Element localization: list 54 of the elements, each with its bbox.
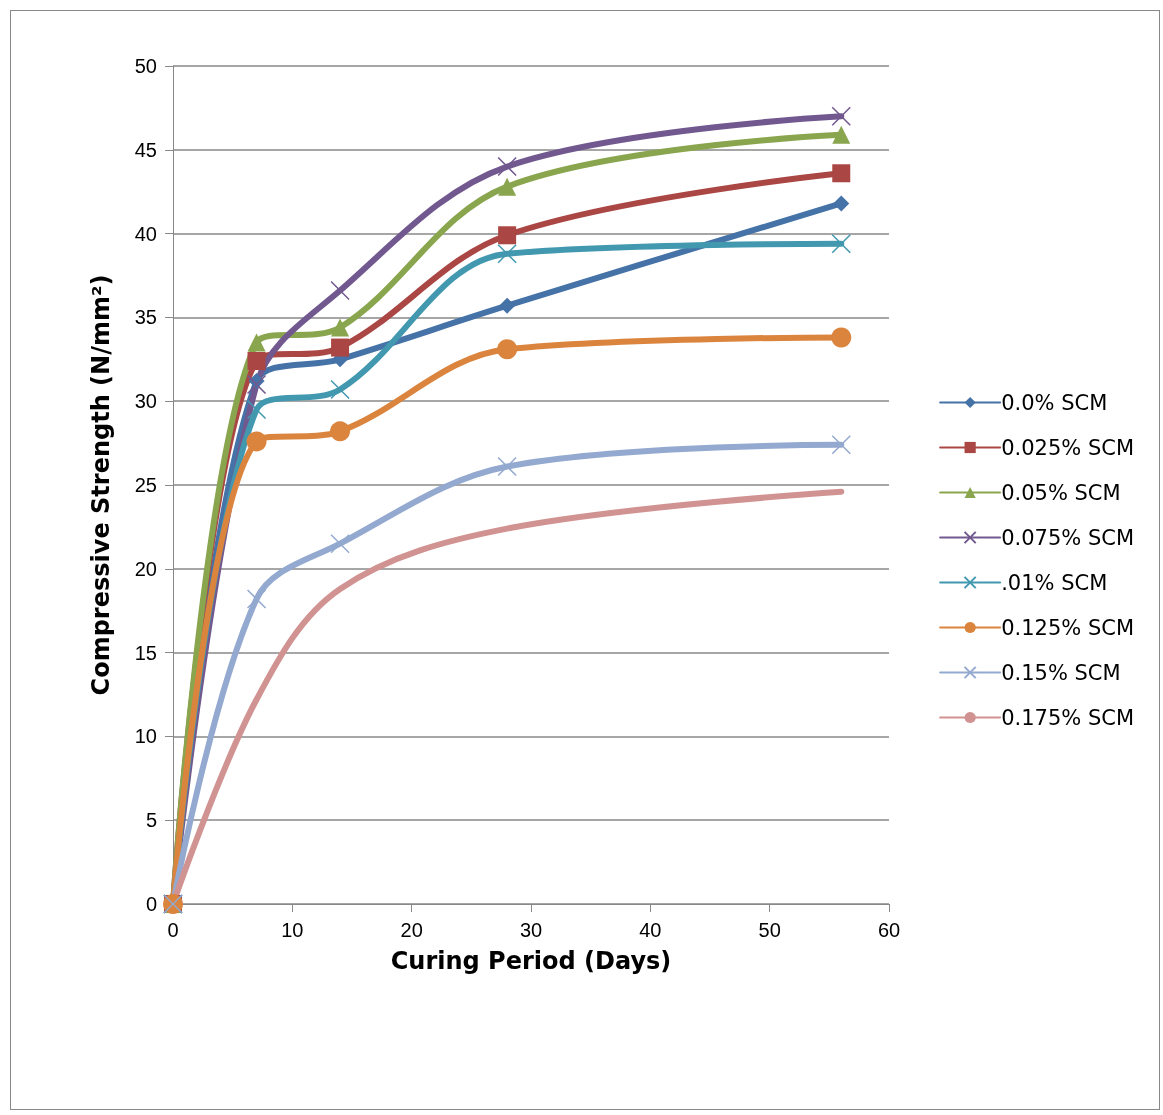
legend-label: 0.125% SCM — [1001, 615, 1135, 640]
y-tick-label: 50 — [134, 55, 157, 77]
point — [330, 421, 351, 442]
legend-label: 0.075% SCM — [1001, 525, 1135, 550]
point — [331, 338, 350, 357]
x-tick-label: 10 — [281, 919, 304, 941]
y-tick-label: 5 — [145, 809, 157, 832]
point — [831, 327, 852, 348]
point — [246, 374, 267, 395]
point — [330, 379, 350, 400]
x-tick-label: 0 — [167, 919, 179, 941]
point — [499, 297, 516, 314]
y-tick-label: 0 — [145, 893, 157, 915]
y-tick-label: 25 — [134, 474, 157, 496]
point — [247, 333, 266, 352]
point — [497, 456, 517, 477]
x-axis-title: Curing Period (Days) — [390, 947, 672, 975]
point — [497, 339, 518, 360]
legend-label: 0.05% SCM — [1001, 480, 1121, 505]
point — [833, 195, 850, 212]
point — [330, 533, 350, 554]
point — [246, 589, 267, 609]
point — [832, 125, 851, 144]
x-tick-label: 20 — [400, 919, 423, 941]
point — [246, 431, 267, 452]
legend-label: 0.0% SCM — [1001, 390, 1108, 415]
y-tick-label: 35 — [134, 306, 157, 329]
point — [498, 226, 517, 245]
legend-label: .01% SCM — [1001, 570, 1108, 595]
point — [832, 164, 851, 183]
y-axis-title: Compressive Strength (N/mm²) — [87, 274, 115, 696]
point — [831, 233, 852, 254]
x-tick-label: 30 — [519, 919, 543, 941]
y-tick-label: 40 — [134, 222, 157, 245]
y-tick-label: 30 — [134, 390, 157, 413]
point — [247, 351, 266, 370]
point — [497, 156, 517, 177]
point — [497, 243, 517, 264]
point — [831, 106, 852, 127]
point — [498, 177, 517, 196]
y-tick-label: 20 — [134, 557, 157, 580]
legend-label: 0.15% SCM — [1001, 660, 1121, 685]
x-tick-label: 50 — [758, 919, 781, 941]
y-tick-label: 10 — [134, 725, 157, 748]
point — [246, 399, 267, 420]
y-tick-label: 45 — [134, 138, 157, 161]
x-tick-label: 40 — [639, 919, 662, 941]
x-tick-label: 60 — [877, 919, 901, 941]
legend-label: 0.025% SCM — [1001, 435, 1135, 460]
point — [331, 318, 350, 337]
y-tick-label: 15 — [134, 641, 157, 664]
point — [831, 435, 852, 455]
legend-label: 0.175% SCM — [1001, 705, 1135, 730]
point — [330, 280, 350, 301]
